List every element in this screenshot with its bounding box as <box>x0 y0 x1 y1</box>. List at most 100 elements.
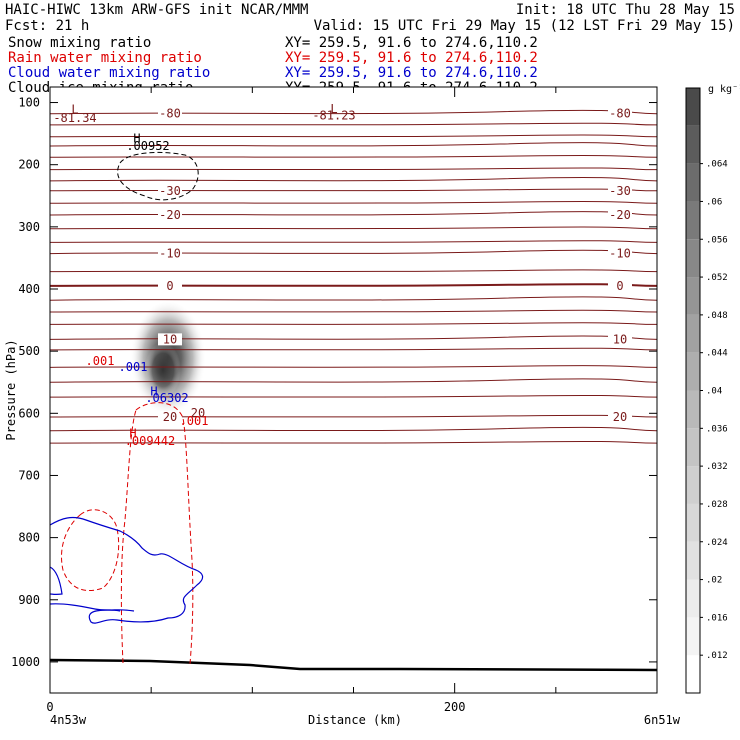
header-forecast: Fcst: 21 h <box>5 18 89 34</box>
colorbar-swatch-2 <box>686 579 700 618</box>
isotherm-label-bg-9-0 <box>158 209 182 222</box>
x-axis-label: Distance (km) <box>308 713 402 727</box>
colorbar-swatch-15 <box>686 88 700 126</box>
isotherm-line-1 <box>49 122 658 126</box>
isotherm-label-18-0: 10 <box>163 332 177 346</box>
extrema-labels: L-81.34L-81.23H.00952.001.001H.0630220.0… <box>53 102 355 448</box>
field-snow-label: Snow mixing ratio <box>8 35 151 51</box>
y-tick-label-9: 1000 <box>11 655 40 669</box>
colorbar-units: g kg⁻¹ <box>708 84 740 95</box>
snow-shading-core <box>145 342 181 398</box>
isotherm-line-6 <box>49 176 658 182</box>
y-tick-label-7: 800 <box>18 531 40 545</box>
isotherm-label-bg-12-1 <box>608 247 632 260</box>
isotherm-label-bg-23-1 <box>608 411 632 424</box>
cloud-water-contour-lower <box>49 603 121 612</box>
y-tick-label-8: 900 <box>18 593 40 607</box>
cloud-ice-contour <box>117 151 199 201</box>
isotherm-label-12-0: -10 <box>159 247 181 261</box>
header-title: HAIC-HIWC 13km ARW-GFS init NCAR/MMM <box>5 2 308 18</box>
colorbar-label-3: .024 <box>706 538 728 548</box>
colorbar-swatch-1 <box>686 617 700 656</box>
colorbar-swatch-13 <box>686 163 700 202</box>
colorbar-label-7: .04 <box>706 387 722 397</box>
isotherm-label-7-1: -30 <box>609 184 631 198</box>
isotherm-label-bg-0-1 <box>608 107 632 120</box>
header-valid: Valid: 15 UTC Fri 29 May 15 (12 LST Fri … <box>314 18 735 34</box>
colorbar-label-2: .02 <box>706 576 722 586</box>
isotherm-label-9-1: -20 <box>609 208 631 222</box>
colorbar-swatch-7 <box>686 390 700 429</box>
colorbar-swatch-4 <box>686 503 700 542</box>
isotherm-label-18-1: 10 <box>613 332 627 346</box>
isotherm-line-13 <box>49 269 658 273</box>
colorbar-swatch-11 <box>686 239 700 278</box>
isotherm-label-9-0: -20 <box>159 208 181 222</box>
extremum-label-8: H <box>150 384 157 398</box>
y-axis-label: Pressure (hPa) <box>4 339 18 440</box>
y-tick-label-0: 100 <box>18 96 40 110</box>
extremum-label-11: .001 <box>180 414 209 428</box>
rain-water-contour-left <box>61 509 120 592</box>
colorbar-label-0: .012 <box>706 651 728 661</box>
isotherm-line-8 <box>49 201 658 204</box>
temperature-isotherms: -80 -80 -30 -30 -20 -20 -10 -10 0 0 10 10 20 20 <box>49 107 658 444</box>
y-tick-label-1: 200 <box>18 158 40 172</box>
isotherm-label-23-0: 20 <box>163 410 177 424</box>
isotherm-line-21 <box>49 378 658 383</box>
terrain-line <box>49 658 658 672</box>
colorbar-label-1: .016 <box>706 613 728 623</box>
isotherm-label-bg-9-1 <box>608 209 632 222</box>
colorbar-label-12: .06 <box>706 197 722 207</box>
isotherm-line-15 <box>49 296 658 301</box>
extremum-label-10: 20 <box>191 406 205 420</box>
x-tick-label-0: 0 <box>46 700 53 714</box>
colorbar-label-13: .064 <box>706 160 728 170</box>
rain-water-contour-main <box>120 402 194 665</box>
colorbar-swatch-9 <box>686 314 700 353</box>
cloud-water-contour-left <box>49 566 63 596</box>
extremum-label-13: .009442 <box>125 434 176 448</box>
extremum-label-9: .06302 <box>145 391 188 405</box>
isotherm-line-3 <box>49 142 658 147</box>
extremum-label-3: -81.23 <box>312 108 355 122</box>
y-tick-label-2: 300 <box>18 220 40 234</box>
extremum-label-7: .001 <box>119 360 148 374</box>
isotherm-label-7-0: -30 <box>159 184 181 198</box>
isotherm-label-14-0: 0 <box>166 279 173 293</box>
extremum-label-1: -81.34 <box>53 111 96 125</box>
colorbar-label-4: .028 <box>706 500 728 510</box>
field-rain-xy: XY= 259.5, 91.6 to 274.6,110.2 <box>285 50 538 66</box>
isotherm-label-12-1: -10 <box>609 247 631 261</box>
isotherm-label-23-1: 20 <box>613 410 627 424</box>
colorbar-label-10: .052 <box>706 273 728 283</box>
colorbar-label-9: .048 <box>706 311 728 321</box>
isotherm-label-bg-14-1 <box>608 279 632 292</box>
field-rain-label: Rain water mixing ratio <box>8 50 202 66</box>
field-cloudwater-xy: XY= 259.5, 91.6 to 274.6,110.2 <box>285 65 538 81</box>
colorbar-label-11: .056 <box>706 235 728 245</box>
isotherm-line-2 <box>49 134 658 138</box>
isotherm-label-bg-23-0 <box>158 411 182 424</box>
isotherm-line-24 <box>49 426 658 432</box>
y-tick-label-5: 600 <box>18 406 40 420</box>
colorbar-label-6: .036 <box>706 424 728 434</box>
isotherm-label-bg-7-0 <box>158 184 182 197</box>
isotherm-label-bg-12-0 <box>158 247 182 260</box>
isotherm-line-19 <box>49 347 658 351</box>
colorbar-swatch-0 <box>686 655 700 693</box>
isotherm-line-11 <box>49 240 658 243</box>
cloud-water-contour-main <box>49 516 204 624</box>
colorbar-swatch-3 <box>686 541 700 580</box>
y-tick-label-6: 700 <box>18 468 40 482</box>
y-tick-label-4: 500 <box>18 344 40 358</box>
colorbar-swatch-6 <box>686 428 700 467</box>
isotherm-label-bg-0-0 <box>158 107 182 120</box>
isotherm-line-16 <box>49 309 658 313</box>
colorbar-swatch-10 <box>686 277 700 315</box>
isotherm-line-10 <box>49 226 658 230</box>
extremum-label-12: H <box>129 427 136 441</box>
